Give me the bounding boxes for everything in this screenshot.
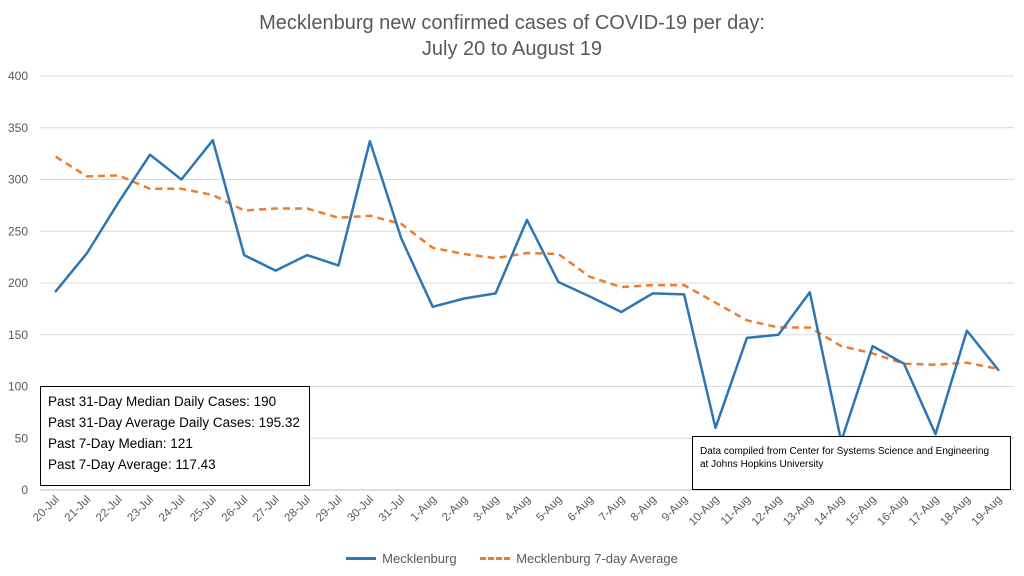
x-tick-label: 19-Aug (970, 494, 1005, 529)
x-tick-label: 17-Aug (907, 494, 942, 529)
chart-title-line1: Mecklenburg new confirmed cases of COVID… (259, 12, 765, 34)
x-tick-label: 9-Aug (660, 494, 690, 524)
x-tick-label: 30-Jul (345, 494, 376, 525)
x-tick-label: 28-Jul (283, 494, 314, 525)
x-tick-label: 21-Jul (63, 494, 94, 525)
y-axis-ticks: 0 50 100 150 200 250 300 350 400 (8, 69, 28, 497)
x-tick-label: 11-Aug (719, 494, 753, 528)
source-line1: Data compiled from Center for Systems Sc… (700, 446, 990, 457)
x-tick-label: 14-Aug (813, 494, 848, 529)
x-tick-label: 16-Aug (875, 494, 910, 529)
y-tick-label: 350 (8, 121, 28, 135)
y-tick-label: 0 (21, 483, 28, 497)
x-tick-label: 24-Jul (157, 494, 188, 525)
x-tick-label: 31-Jul (377, 494, 408, 525)
x-tick-label: 4-Aug (503, 494, 533, 524)
data-source-note: Data compiled from Center for Systems Sc… (692, 436, 1011, 490)
legend-item-7day-average: Mecklenburg 7-day Average (480, 551, 678, 566)
x-axis-ticks: 20-Jul 21-Jul 22-Jul 23-Jul 24-Jul 25-Jul 26-J… (31, 494, 1004, 529)
stat-7day-median: Past 7-Day Median: 121 (48, 436, 193, 451)
series-line-7day-average (55, 155, 999, 371)
y-tick-label: 200 (8, 276, 28, 290)
legend-label-mecklenburg: Mecklenburg (382, 551, 457, 566)
stat-31day-median: Past 31-Day Median Daily Cases: 190 (48, 394, 277, 409)
y-tick-label: 150 (8, 328, 28, 342)
x-tick-label: 26-Jul (220, 494, 251, 525)
legend-swatch-dashed (480, 557, 511, 560)
x-tick-label: 20-Jul (31, 494, 62, 525)
chart-title-line2: July 20 to August 19 (421, 38, 603, 60)
x-tick-label: 18-Aug (938, 494, 973, 529)
source-line2: at Johns Hopkins University (700, 459, 824, 470)
x-tick-label: 5-Aug (534, 494, 564, 524)
y-tick-label: 50 (15, 431, 29, 445)
x-tick-label: 7-Aug (597, 494, 627, 524)
x-tick-label: 27-Jul (251, 494, 282, 525)
x-tick-label: 6-Aug (566, 494, 596, 524)
stat-31day-average: Past 31-Day Average Daily Cases: 195.32 (48, 415, 300, 430)
x-tick-label: 1-Aug (409, 494, 439, 524)
x-tick-label: 13-Aug (781, 494, 816, 529)
x-tick-label: 8-Aug (629, 494, 659, 524)
x-tick-label: 12-Aug (750, 494, 785, 529)
x-tick-label: 22-Jul (94, 494, 125, 525)
stats-summary-box: Past 31-Day Median Daily Cases: 190 Past… (40, 386, 310, 486)
legend-item-mecklenburg: Mecklenburg (346, 551, 457, 566)
x-tick-label: 10-Aug (687, 494, 722, 529)
x-tick-label: 29-Jul (314, 494, 345, 525)
legend-swatch-solid (346, 557, 377, 560)
legend-label-7day-average: Mecklenburg 7-day Average (516, 551, 678, 566)
x-tick-label: 3-Aug (472, 494, 502, 524)
y-tick-label: 300 (8, 173, 28, 187)
x-tick-label: 25-Jul (188, 494, 219, 525)
y-tick-label: 250 (8, 224, 28, 238)
x-tick-label: 15-Aug (844, 494, 879, 529)
chart-legend: Mecklenburg Mecklenburg 7-day Average (0, 548, 1024, 566)
x-tick-label: 2-Aug (440, 494, 470, 524)
y-tick-label: 400 (8, 69, 28, 83)
stat-7day-average: Past 7-Day Average: 117.43 (48, 457, 216, 472)
x-tick-label: 23-Jul (125, 494, 156, 525)
y-tick-label: 100 (8, 380, 28, 394)
